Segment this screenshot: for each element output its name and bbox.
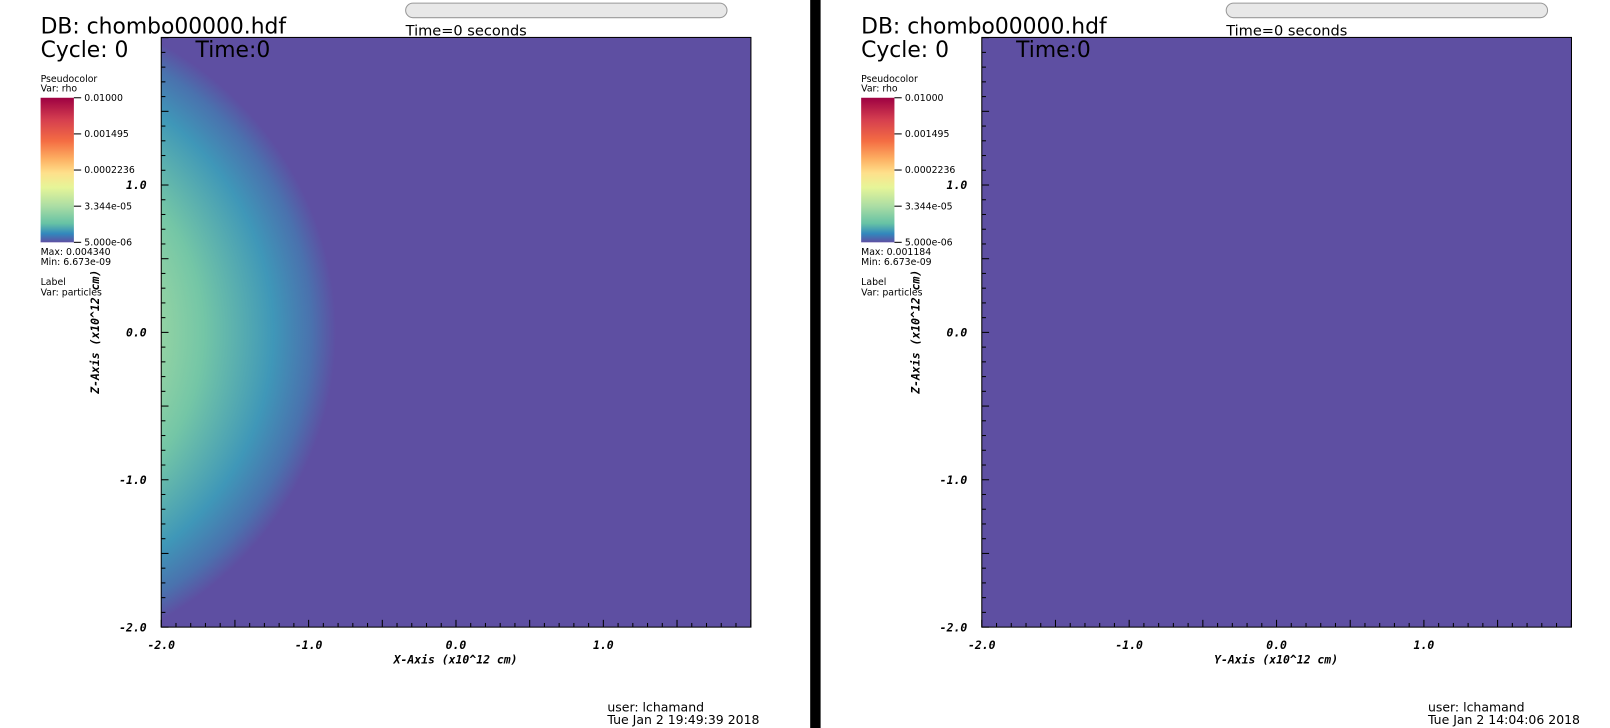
- legend-label-var: Var: particles: [861, 287, 922, 298]
- color-bar-label: 0.0002236: [905, 165, 956, 176]
- legend-label: Label: [861, 277, 886, 288]
- x-tick-label: 0.0: [446, 638, 467, 652]
- x-tick-label: -1.0: [1115, 638, 1143, 652]
- color-bar-label: 5.000e-06: [905, 237, 953, 248]
- legend-label-var: Var: particles: [41, 287, 102, 298]
- color-bar: [40, 97, 74, 243]
- legend-plot: Pseudocolor: [41, 74, 98, 85]
- legend-max: Max: 0.001184: [861, 247, 931, 258]
- date: Tue Jan 2 14:04:06 2018: [1427, 712, 1580, 727]
- date: Tue Jan 2 19:49:39 2018: [606, 712, 759, 727]
- color-bar-label: 0.0002236: [84, 165, 135, 176]
- y-axis-title: Z-Axis (x10^12 cm): [88, 270, 102, 395]
- x-tick-label: 1.0: [593, 638, 614, 652]
- color-bar-label: 0.001495: [84, 129, 129, 140]
- database-name: DB: chombo00000.hdf: [861, 14, 1108, 39]
- density-blob: [161, 37, 336, 628]
- panel: -2.0 -1.0 0.0 1.0 -2.0 -1.0 0.0 1.0 X-Axis (x10^…: [40, 2, 760, 727]
- user: user: lchamand: [1428, 699, 1525, 714]
- color-bar-label: 3.344e-05: [905, 201, 953, 212]
- cycle: Cycle: 0: [41, 38, 129, 63]
- legend-min: Min: 6.673e-09: [41, 257, 112, 268]
- x-tick-label: -1.0: [295, 638, 323, 652]
- x-tick-label: -2.0: [968, 638, 996, 652]
- time-slider-label: Time=0 seconds: [405, 22, 527, 39]
- x-tick-label: 0.0: [1266, 638, 1287, 652]
- legend-label: Label: [41, 277, 66, 288]
- time: Time:0: [1015, 38, 1091, 63]
- y-tick-label: 1.0: [126, 178, 147, 192]
- x-tick-label: 1.0: [1414, 638, 1435, 652]
- time: Time:0: [195, 38, 271, 63]
- color-bar-label: 0.01000: [84, 93, 123, 104]
- plot-background: [981, 37, 1572, 628]
- y-tick-label: -1.0: [940, 473, 968, 487]
- color-bar-label: 3.344e-05: [84, 201, 132, 212]
- color-bar-label: 0.01000: [905, 93, 944, 104]
- time-slider-label: Time=0 seconds: [1225, 22, 1347, 39]
- density-field: [161, 37, 336, 628]
- x-axis-title: X-Axis (x10^12 cm): [393, 653, 518, 667]
- x-axis-title: Y-Axis (x10^12 cm): [1214, 653, 1338, 667]
- y-tick-label: -1.0: [119, 473, 147, 487]
- time-slider: [405, 2, 728, 19]
- color-bar: [861, 97, 895, 243]
- color-bar-label: 0.001495: [905, 129, 950, 140]
- user: user: lchamand: [607, 699, 704, 714]
- x-tick-label: -2.0: [147, 638, 175, 652]
- legend-max: Max: 0.004340: [41, 247, 111, 258]
- y-tick-label: 0.0: [947, 326, 968, 340]
- legend-var: Var: rho: [41, 84, 78, 95]
- database-name: DB: chombo00000.hdf: [41, 14, 288, 39]
- legend-var: Var: rho: [861, 84, 898, 95]
- legend-min: Min: 6.673e-09: [861, 257, 932, 268]
- y-axis-title: Z-Axis (x10^12 cm): [908, 270, 922, 395]
- y-tick-label: -2.0: [119, 620, 147, 634]
- cycle: Cycle: 0: [861, 38, 949, 63]
- y-tick-label: 1.0: [947, 178, 968, 192]
- panel: -2.0 -1.0 0.0 1.0 -2.0 -1.0 0.0 1.0 Y-Axis (x10^…: [861, 2, 1580, 727]
- separator: [810, 0, 821, 728]
- y-tick-label: -2.0: [940, 620, 968, 634]
- legend-plot: Pseudocolor: [861, 74, 918, 85]
- y-tick-label: 0.0: [126, 326, 147, 340]
- color-bar-label: 5.000e-06: [84, 237, 132, 248]
- time-slider: [1225, 2, 1549, 19]
